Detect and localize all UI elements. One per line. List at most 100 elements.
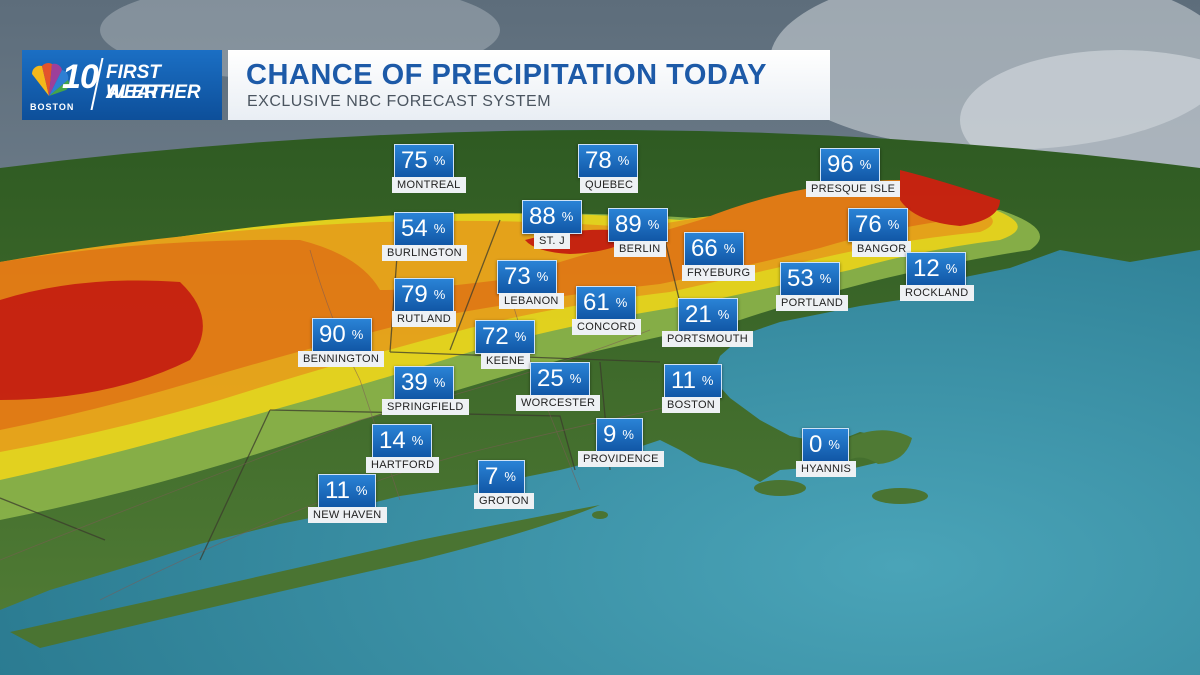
pct-box: 61% — [576, 286, 637, 320]
pct-symbol: % — [504, 469, 516, 484]
pct-symbol: % — [617, 153, 630, 168]
page-title: CHANCE OF PRECIPITATION TODAY — [246, 59, 767, 91]
pct-value: 21 — [685, 301, 712, 328]
pct-value: 7 — [485, 463, 499, 490]
pct-value: 90 — [319, 321, 346, 348]
nantucket — [872, 488, 928, 504]
page-subtitle: EXCLUSIVE NBC FORECAST SYSTEM — [247, 93, 552, 110]
pct-symbol: % — [536, 269, 549, 284]
city-name: MONTREAL — [392, 177, 466, 193]
city-name: ROCKLAND — [900, 285, 974, 301]
pct-box: 88% — [522, 200, 583, 234]
pct-value: 14 — [379, 427, 406, 454]
pct-value: 9 — [603, 421, 617, 448]
band-red-west — [0, 280, 203, 400]
city-name: PORTSMOUTH — [662, 331, 754, 347]
pct-box: 11% — [664, 364, 723, 398]
border-ma-ct — [269, 409, 576, 471]
city-name: FRYEBURG — [682, 265, 756, 281]
pct-value: 72 — [482, 323, 509, 350]
pct-symbol: % — [561, 209, 574, 224]
border-ny-ct — [199, 409, 271, 561]
pct-value: 11 — [325, 477, 350, 504]
pct-value: 79 — [401, 281, 428, 308]
pct-value: 75 — [401, 147, 428, 174]
pct-symbol: % — [887, 217, 900, 232]
pct-box: 54% — [394, 212, 455, 246]
pct-value: 89 — [615, 211, 642, 238]
pct-box: 7% — [478, 460, 525, 494]
pct-box: 21% — [678, 298, 739, 332]
pct-value: 12 — [913, 255, 940, 282]
city-name: HYANNIS — [796, 461, 857, 477]
city-name: PRESQUE ISLE — [806, 181, 901, 197]
pct-value: 66 — [691, 235, 718, 262]
pct-value: 96 — [827, 151, 854, 178]
city-name: ST. J — [534, 233, 570, 249]
pct-value: 76 — [855, 211, 882, 238]
pct-box: 66% — [684, 232, 745, 266]
logo-line-2: WEATHER — [106, 82, 201, 103]
peacock-icon — [31, 63, 69, 96]
pct-box: 14% — [372, 424, 433, 458]
pct-box: 73% — [497, 260, 558, 294]
logo-line-1: FIRST ALERT — [106, 62, 169, 103]
pct-symbol: % — [615, 295, 628, 310]
pct-symbol: % — [355, 483, 368, 498]
station-logo: 10 BOSTON FIRST ALERT WEATHER — [22, 50, 222, 120]
pct-symbol: % — [819, 271, 832, 286]
pct-box: 78% — [578, 144, 639, 178]
logo-number: 10 — [62, 58, 99, 96]
pct-symbol: % — [859, 157, 872, 172]
border-vt-nh — [449, 219, 501, 351]
pct-box: 76% — [848, 208, 909, 242]
pct-symbol: % — [945, 261, 958, 276]
pct-symbol: % — [514, 329, 527, 344]
title-block: CHANCE OF PRECIPITATION TODAY EXCLUSIVE … — [228, 50, 830, 120]
pct-symbol: % — [828, 437, 840, 452]
pct-box: 75% — [394, 144, 455, 178]
pct-symbol: % — [411, 433, 424, 448]
pct-value: 11 — [671, 367, 696, 394]
city-name: SPRINGFIELD — [382, 399, 469, 415]
pct-symbol: % — [433, 221, 446, 236]
city-name: RUTLAND — [392, 311, 457, 327]
cape-cod — [836, 430, 912, 464]
pct-value: 25 — [537, 365, 564, 392]
pct-symbol: % — [647, 217, 660, 232]
pct-symbol: % — [622, 427, 634, 442]
pct-box: 96% — [820, 148, 881, 182]
border-ny-nj — [0, 497, 106, 541]
city-name: CONCORD — [572, 319, 641, 335]
pct-box: 79% — [394, 278, 455, 312]
city-name: PORTLAND — [776, 295, 849, 311]
pct-box: 12% — [906, 252, 967, 286]
header-banner: 10 BOSTON FIRST ALERT WEATHER CHANCE OF … — [22, 50, 830, 120]
pct-value: 53 — [787, 265, 814, 292]
pct-value: 39 — [401, 369, 428, 396]
pct-symbol: % — [351, 327, 364, 342]
pct-symbol: % — [701, 373, 714, 388]
pct-box: 53% — [780, 262, 841, 296]
pct-value: 88 — [529, 203, 556, 230]
pct-box: 9% — [596, 418, 643, 452]
pct-symbol: % — [717, 307, 730, 322]
pct-box: 11% — [318, 474, 377, 508]
pct-box: 25% — [530, 362, 591, 396]
logo-city: BOSTON — [30, 102, 75, 112]
pct-box: 0% — [802, 428, 849, 462]
pct-box: 90% — [312, 318, 373, 352]
city-name: BERLIN — [614, 241, 666, 257]
city-name: QUEBEC — [580, 177, 639, 193]
pct-value: 78 — [585, 147, 612, 174]
pct-symbol: % — [569, 371, 582, 386]
pct-box: 39% — [394, 366, 455, 400]
city-name: BURLINGTON — [382, 245, 467, 261]
pct-symbol: % — [433, 375, 446, 390]
pct-symbol: % — [433, 287, 446, 302]
band-red-north — [900, 170, 1000, 226]
city-name: HARTFORD — [366, 457, 440, 473]
pct-value: 54 — [401, 215, 428, 242]
pct-symbol: % — [723, 241, 736, 256]
long-island — [10, 505, 600, 648]
